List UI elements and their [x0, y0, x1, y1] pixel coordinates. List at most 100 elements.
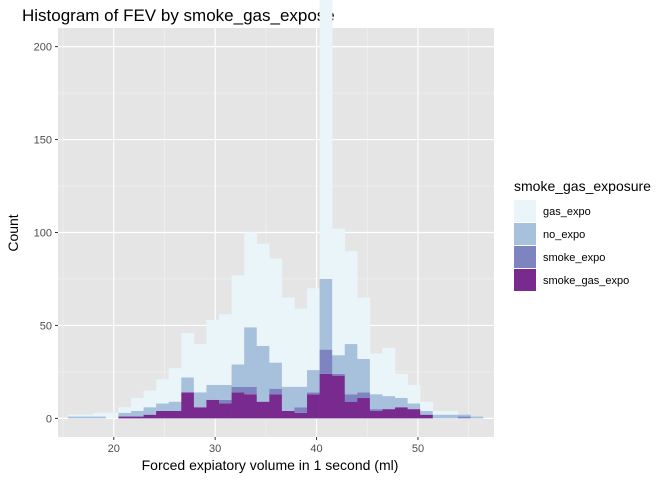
bar-smoke_gas_expo — [143, 414, 157, 419]
bar-no_expo — [244, 327, 258, 387]
bar-smoke_expo — [219, 399, 232, 404]
bar-gas_expo — [294, 308, 308, 387]
bar-smoke_expo — [357, 392, 371, 398]
bar-smoke_expo — [269, 388, 283, 395]
y-tick-label: 150 — [34, 135, 52, 147]
bar-gas_expo — [68, 414, 82, 417]
bar-smoke_gas_expo — [407, 409, 421, 419]
x-tick-label: 40 — [310, 443, 322, 455]
bar-gas_expo — [395, 373, 408, 398]
bar-smoke_gas_expo — [156, 410, 170, 419]
bar-gas_expo — [244, 232, 258, 328]
bar-gas_expo — [369, 353, 383, 395]
bar-gas_expo — [319, 0, 333, 279]
bar-no_expo — [143, 407, 157, 415]
bar-no_expo — [68, 416, 82, 419]
bar-smoke_expo — [344, 394, 358, 402]
bar-smoke_expo — [457, 416, 471, 419]
bar-gas_expo — [307, 288, 320, 371]
bar-no_expo — [319, 278, 333, 350]
bar-no_expo — [357, 358, 371, 393]
x-tick-label: 50 — [412, 443, 424, 455]
bar-smoke_gas_expo — [332, 375, 346, 419]
bar-smoke_gas_expo — [193, 407, 207, 419]
y-axis-title: Count — [5, 214, 21, 251]
bar-smoke_gas_expo — [319, 373, 333, 419]
bar-gas_expo — [420, 401, 434, 411]
bar-gas_expo — [131, 397, 144, 411]
bar-gas_expo — [156, 379, 170, 404]
legend-label-no_expo: no_expo — [543, 229, 585, 241]
legend-key-smoke_expo — [514, 246, 536, 268]
bar-no_expo — [382, 396, 396, 410]
bar-gas_expo — [281, 297, 295, 387]
bar-no_expo — [231, 364, 245, 387]
bar-gas_expo — [382, 347, 396, 397]
bar-gas_expo — [118, 407, 132, 413]
bar-no_expo — [93, 416, 107, 419]
bar-smoke_gas_expo — [231, 392, 245, 419]
legend-title: smoke_gas_exposure — [514, 178, 651, 194]
bar-gas_expo — [80, 414, 94, 417]
bar-gas_expo — [269, 258, 283, 363]
legend-label-gas_expo: gas_expo — [543, 206, 591, 218]
bar-smoke_expo — [231, 386, 245, 393]
bar-gas_expo — [206, 319, 220, 385]
bar-smoke_gas_expo — [382, 409, 396, 419]
bar-no_expo — [181, 377, 195, 393]
bar-no_expo — [395, 397, 408, 408]
bar-no_expo — [470, 416, 484, 419]
bar-no_expo — [80, 416, 94, 419]
bar-gas_expo — [193, 344, 207, 393]
bar-no_expo — [256, 345, 270, 402]
y-tick-label: 50 — [40, 320, 52, 332]
bar-smoke_expo — [332, 373, 346, 376]
bar-no_expo — [206, 384, 220, 400]
legend-label-smoke_gas_expo: smoke_gas_expo — [543, 275, 629, 287]
bar-smoke_gas_expo — [256, 401, 270, 419]
x-tick-label: 20 — [108, 443, 120, 455]
bar-gas_expo — [344, 251, 358, 345]
bar-no_expo — [420, 410, 434, 415]
bar-no_expo — [193, 392, 207, 408]
bar-smoke_gas_expo — [357, 397, 371, 419]
bar-smoke_expo — [369, 409, 383, 411]
bar-no_expo — [118, 412, 132, 417]
bar-smoke_gas_expo — [369, 410, 383, 419]
bar-no_expo — [219, 384, 232, 400]
bar-gas_expo — [332, 228, 346, 356]
bar-no_expo — [269, 362, 283, 389]
bar-gas_expo — [432, 410, 446, 415]
bar-no_expo — [294, 386, 308, 408]
bar-gas_expo — [407, 384, 421, 404]
x-axis-title: Forced expiatory volume in 1 second (ml) — [142, 457, 399, 473]
bar-no_expo — [445, 414, 459, 419]
bar-smoke_gas_expo — [269, 394, 283, 419]
legend-key-smoke_gas_expo — [514, 269, 536, 291]
bar-no_expo — [156, 403, 170, 411]
bar-gas_expo — [445, 410, 459, 415]
y-tick-label: 100 — [34, 228, 52, 240]
bar-smoke_expo — [244, 386, 258, 395]
bar-smoke_gas_expo — [307, 394, 320, 419]
bar-no_expo — [457, 414, 471, 417]
bar-smoke_gas_expo — [118, 416, 132, 419]
chart-title: Histogram of FEV by smoke_gas_expose — [22, 6, 335, 25]
bar-smoke_expo — [307, 392, 320, 395]
bar-gas_expo — [105, 412, 119, 419]
bar-smoke_expo — [319, 349, 333, 374]
bar-smoke_gas_expo — [168, 410, 182, 419]
bar-gas_expo — [219, 314, 232, 385]
y-tick-label: 200 — [34, 42, 52, 54]
bar-gas_expo — [357, 297, 371, 359]
bar-smoke_gas_expo — [294, 412, 308, 419]
bar-smoke_gas_expo — [131, 416, 144, 419]
bar-gas_expo — [93, 412, 107, 417]
bar-no_expo — [281, 386, 295, 411]
bar-no_expo — [307, 370, 320, 393]
legend-label-smoke_expo: smoke_expo — [543, 252, 605, 264]
y-axis: 0 50 100 150 200 — [34, 42, 58, 425]
legend: smoke_gas_exposure gas_expo no_expo smoke_… — [514, 178, 651, 291]
bar-gas_expo — [256, 243, 270, 346]
